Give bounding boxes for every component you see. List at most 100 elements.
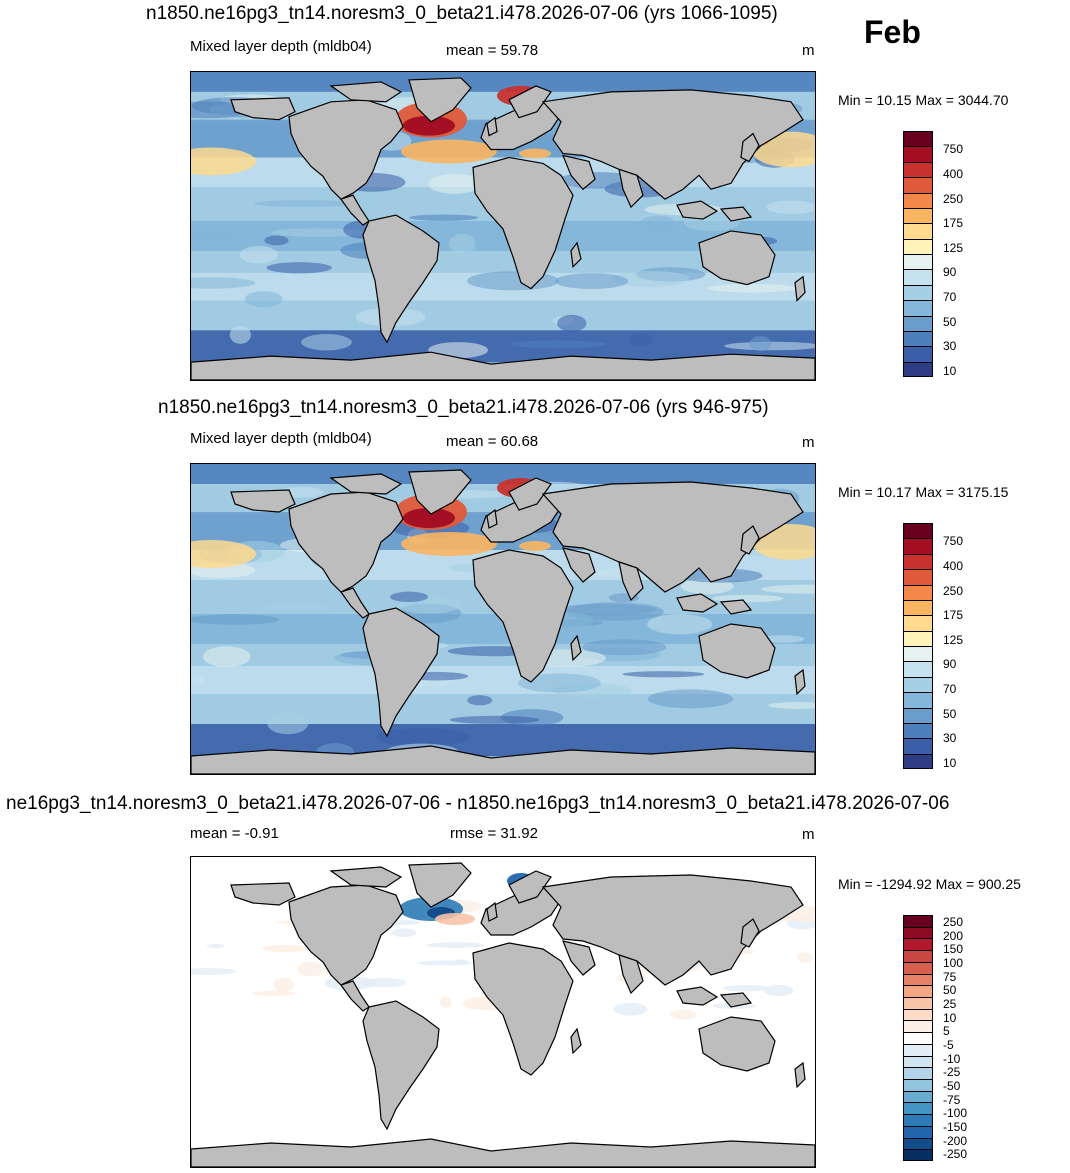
land-mass: [472, 942, 574, 1076]
colorbar-tick-label: -50: [943, 1078, 961, 1093]
land-mass: [362, 214, 440, 344]
land-mass: [486, 901, 498, 922]
colorbar-swatch: [903, 1137, 933, 1150]
colorbar-swatch: [903, 1102, 933, 1115]
land-mass: [362, 1000, 440, 1131]
colorbar-swatch: [903, 223, 933, 239]
colorbar-swatch: [903, 707, 933, 723]
ocean-patch: [264, 235, 289, 246]
colorbar-swatch: [903, 207, 933, 224]
ocean-patch: [266, 262, 332, 274]
colorbar-swatch: [903, 646, 933, 662]
land-mass: [719, 206, 753, 222]
colorbar-tick-label: 200: [943, 928, 964, 943]
mld-patch-labrador-core: [403, 115, 455, 136]
diff-patch: [669, 1009, 697, 1020]
ocean-patch: [203, 646, 251, 668]
colorbar-tick-label: 250: [943, 914, 964, 929]
colorbar-tick-label: 90: [943, 265, 957, 280]
land-mass: [740, 525, 760, 555]
ocean-patch: [260, 603, 334, 612]
colorbar-swatch: [903, 523, 933, 539]
diff-patch: [465, 1002, 483, 1010]
diff-patch: [252, 990, 296, 996]
land-mass: [288, 491, 404, 593]
panel2-minmax: Min = 10.17 Max = 3175.15: [838, 484, 1009, 500]
colorbar-swatch: [903, 615, 933, 631]
colorbar-swatch: [903, 630, 933, 646]
colorbar-frame: [903, 523, 933, 769]
panel1-mean: mean = 59.78: [446, 42, 539, 59]
colorbar-swatch: [903, 1067, 933, 1079]
colorbar-swatch: [903, 315, 933, 331]
land-mass: [408, 862, 472, 908]
colorbar-swatch: [903, 1008, 933, 1021]
colorbar-swatch: [903, 177, 933, 193]
panel1-variable-label: Mixed layer depth (mldb04): [190, 38, 372, 55]
panel3-title: ne16pg3_tn14.noresm3_0_beta21.i478.2026-…: [6, 793, 950, 814]
colorbar-swatch: [903, 661, 933, 677]
ocean-patch: [557, 314, 587, 332]
land-mass: [541, 874, 804, 986]
panel2-map: [190, 463, 816, 775]
diff-patch-gulf: [435, 913, 475, 925]
land-mass: [329, 81, 403, 103]
colorbar-tick-label: 50: [943, 314, 957, 329]
map-svg: [191, 72, 815, 380]
land-mass: [329, 473, 403, 495]
land-mass: [698, 1016, 776, 1072]
ocean-patch: [518, 673, 601, 693]
colorbar-swatch: [903, 269, 933, 285]
colorbar-tick-label: 75: [943, 969, 957, 984]
colorbar-swatch: [903, 1043, 933, 1056]
land-mass: [570, 1027, 582, 1055]
colorbar-swatch: [903, 346, 933, 362]
panel2-mean: mean = 60.68: [446, 433, 539, 450]
colorbar-tick-label: 750: [943, 142, 964, 157]
colorbar-swatch: [903, 1020, 933, 1033]
land-mass: [562, 547, 596, 583]
ocean-patch: [707, 283, 797, 293]
ocean-patch: [239, 246, 279, 264]
ocean-patch: [638, 215, 678, 234]
land-mass: [570, 241, 582, 269]
colorbar-swatch: [903, 722, 933, 739]
colorbar-tick-label: -250: [943, 1147, 968, 1162]
colorbar-tick-label: 250: [943, 191, 964, 206]
ocean-patch: [244, 291, 283, 308]
colorbar-swatch: [903, 553, 933, 570]
ocean-patch: [270, 228, 366, 237]
ocean-patch: [375, 727, 471, 747]
land-mass: [698, 230, 776, 286]
mld-patch-north-pacific: [191, 540, 256, 568]
ocean-band: [191, 72, 815, 92]
colorbar-tick-label: 10: [943, 755, 957, 770]
land-mass: [486, 508, 498, 529]
panel3-map: [190, 856, 816, 1168]
diff-patch: [439, 996, 452, 1008]
land-mass: [794, 668, 806, 696]
colorbar-swatch: [903, 254, 933, 270]
colorbar-swatch: [903, 1125, 933, 1138]
colorbar-tick-label: 90: [943, 657, 957, 672]
colorbar-swatch: [903, 997, 933, 1009]
land-mass: [329, 866, 403, 888]
panel1-colorbar: 750 400 250 175 125 90 70 50 30 10: [903, 131, 983, 377]
colorbar-tick-label: 5: [943, 1024, 950, 1039]
panel2-variable-label: Mixed layer depth (mldb04): [190, 430, 372, 447]
diff-patch: [391, 928, 417, 938]
land-mass: [570, 634, 582, 662]
colorbar-swatch: [903, 961, 933, 974]
land-mass: [191, 745, 815, 774]
diff-patch: [206, 943, 225, 949]
ocean-band: [191, 464, 815, 484]
colorbar-tick-label: -75: [943, 1092, 961, 1107]
month-label: Feb: [864, 14, 921, 50]
colorbar-tick-label: 30: [943, 339, 957, 354]
colorbar-swatch: [903, 599, 933, 616]
colorbar-frame: [903, 131, 933, 377]
colorbar-tick-label: 150: [943, 942, 964, 957]
ocean-patch: [449, 234, 476, 254]
mld-patch-gulf-stream: [401, 139, 497, 164]
land-mass: [676, 593, 719, 613]
